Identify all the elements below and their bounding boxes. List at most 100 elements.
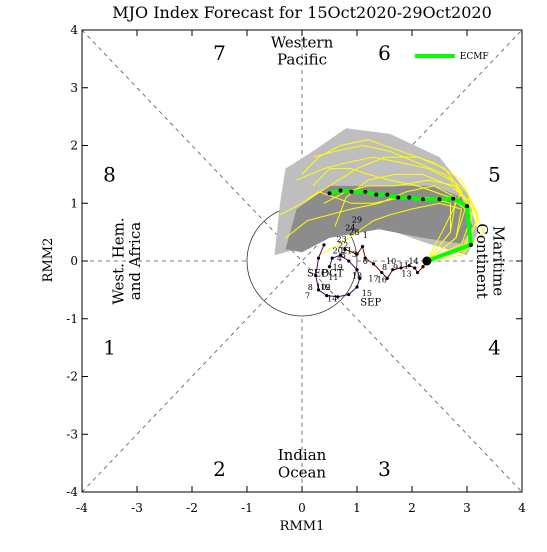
day-label-16: 16 (377, 275, 387, 284)
ensemble-member-line-10 (312, 168, 474, 262)
x-tick-label-3: -2 (186, 501, 198, 515)
y-tick-label-1: -4 (66, 485, 78, 499)
y-tick-label-6: 1 (70, 196, 78, 210)
sep-track-label-1: SEP (360, 298, 381, 309)
observed-september-point-8 (355, 285, 359, 289)
y-tick-label-7: 2 (70, 139, 78, 153)
day-label-1: 29 (352, 215, 362, 224)
observed-september-point-3 (314, 273, 318, 278)
day-label-14: 18 (352, 271, 362, 280)
day-label-17: 15 (362, 289, 372, 298)
y-axis-label: RMM2 (41, 238, 56, 283)
observed-september-line (315, 244, 361, 298)
observed-october-point-3 (360, 244, 365, 249)
oct-track-label-2: 14 (409, 257, 419, 266)
observed-october-point-2 (355, 252, 359, 256)
phase-divider-antidiagonal (81, 29, 523, 493)
x-tick-label-8: 3 (463, 501, 471, 515)
ensemble-mean-point-6 (421, 197, 425, 202)
ensemble-member-line-9 (301, 191, 451, 262)
phase-number-7: 7 (213, 41, 226, 65)
observed-september-point-7 (347, 292, 351, 297)
day-label-23: 7 (305, 292, 310, 301)
region-top-line-2: Pacific (277, 51, 327, 69)
observed-september-point-4 (316, 288, 321, 292)
day-label-7: 21 (342, 247, 352, 256)
y-tick-label-2: -3 (66, 427, 78, 441)
day-label-27: 10 (386, 257, 396, 266)
phase-number-6: 6 (378, 41, 391, 65)
day-label-8: 3 (352, 250, 357, 259)
day-label-19: 11 (328, 273, 338, 282)
observed-september-point-9 (358, 276, 362, 280)
observed-september-point-5 (325, 294, 329, 298)
day-label-15: 17 (368, 274, 378, 283)
day-label-4: 1 (363, 231, 368, 240)
ensemble-member-line-7 (318, 202, 463, 262)
observed-september-point-6 (336, 295, 340, 299)
observed-october-point-4 (363, 256, 367, 260)
ensemble-member-line-8 (301, 139, 479, 262)
observed-september-point-11 (347, 259, 351, 263)
day-label-21: 9 (325, 283, 330, 292)
month-label-2: OCT (321, 269, 344, 280)
phase-number-5: 5 (488, 162, 501, 186)
ensemble-mean-point-14 (327, 191, 332, 196)
observed-october-point-7 (385, 276, 389, 280)
day-label-11: 6 (363, 257, 368, 266)
ensemble-mean-point-8 (396, 195, 401, 200)
region-top-line-1: Western (271, 33, 334, 51)
x-tick-label-7: 2 (408, 501, 416, 515)
ensemble-mean-point-7 (407, 195, 412, 200)
day-label-24: 12 (321, 283, 331, 292)
legend-label-ecmf: ECMF (460, 52, 489, 62)
observed-september-point-12 (338, 253, 343, 257)
y-tick-label-3: -2 (66, 370, 78, 384)
observed-september-point-10 (355, 268, 359, 272)
ensemble-mean-point-2 (468, 242, 473, 247)
day-label-26: 9 (393, 263, 398, 272)
ensemble-mean-point-10 (374, 192, 379, 197)
y-tick-label-8: 3 (70, 81, 78, 95)
x-tick-label-9: 4 (518, 501, 526, 515)
observed-september-point-2 (316, 256, 321, 260)
region-right-line-2: Continent (473, 223, 491, 298)
oct-track-label-1: 13 (401, 270, 411, 279)
day-label-28: 11 (399, 262, 409, 271)
day-label-2: 24 (345, 224, 355, 233)
observed-october-point-12 (415, 270, 420, 275)
day-label-22: 8 (308, 283, 313, 292)
y-tick-label-5: 0 (70, 254, 78, 268)
x-tick-label-1: -4 (76, 501, 88, 515)
region-left-line-2: and Africa (126, 222, 144, 300)
ensemble-mean-point-4 (451, 196, 456, 201)
y-tick-label-4: -1 (66, 312, 78, 326)
region-bottom-line-1: Indian (278, 446, 327, 464)
phase-divider-diagonal (81, 29, 523, 493)
phase-number-3: 3 (378, 457, 391, 481)
current-position-marker (422, 256, 432, 266)
day-label-10: 5 (341, 251, 346, 260)
ensemble-mean-point-3 (465, 204, 469, 209)
x-axis-label: RMM1 (280, 519, 325, 534)
ensemble-mean-line (328, 188, 474, 263)
region-bottom-line-2: Ocean (278, 464, 327, 482)
observed-october-point-11 (413, 266, 417, 270)
region-left-line-1: West. Hem. (109, 217, 127, 304)
ensemble-mean-point-5 (437, 197, 442, 202)
y-tick-label-9: 4 (70, 23, 78, 37)
ensemble-mean-point-12 (349, 189, 354, 194)
month-label-1: SEP (307, 269, 328, 280)
observed-october-point-1 (343, 247, 347, 252)
observed-october-point-8 (391, 268, 395, 272)
observed-october-point-5 (371, 262, 376, 266)
day-label-18: 14 (327, 295, 337, 304)
phase-number-4: 4 (488, 336, 501, 360)
day-label-5: 23 (337, 235, 347, 244)
day-label-3: 28 (349, 228, 359, 237)
phase-number-8: 8 (103, 162, 116, 186)
observed-september-point-1 (322, 243, 326, 247)
observed-october-point-13 (421, 265, 425, 269)
